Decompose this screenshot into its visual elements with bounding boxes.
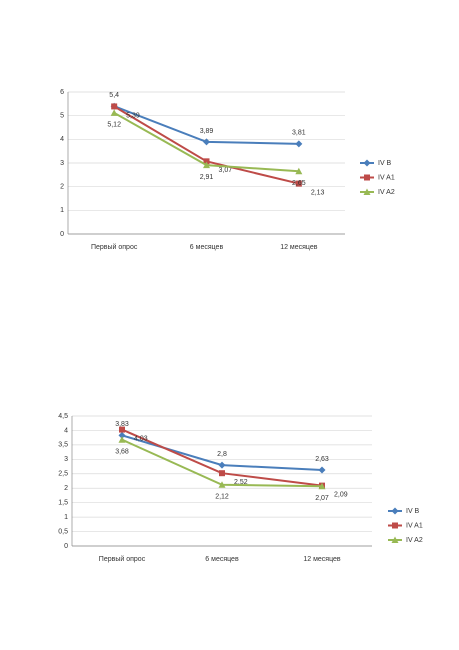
data-label: 3,83 bbox=[115, 421, 129, 428]
legend-marker bbox=[363, 159, 371, 167]
x-tick-label: 12 месяцев bbox=[303, 556, 341, 563]
y-tick-label: 1 bbox=[60, 207, 64, 214]
data-label: 2,63 bbox=[315, 456, 329, 463]
y-tick-label: 0 bbox=[64, 543, 68, 550]
point bbox=[295, 167, 303, 175]
y-tick-label: 0,5 bbox=[58, 528, 68, 535]
y-tick-label: 3,5 bbox=[58, 442, 68, 449]
y-tick-label: 0 bbox=[60, 231, 64, 238]
point bbox=[203, 161, 210, 169]
y-tick-label: 5 bbox=[60, 113, 64, 120]
data-label: 2,07 bbox=[315, 495, 329, 502]
x-tick-label: 12 месяцев bbox=[280, 244, 318, 251]
point bbox=[203, 158, 210, 165]
y-tick-label: 1,5 bbox=[58, 500, 68, 507]
x-tick-label: Первый опрос bbox=[99, 555, 146, 563]
point bbox=[110, 109, 118, 116]
y-tick-label: 2 bbox=[64, 485, 68, 492]
legend-label: IV B bbox=[406, 508, 420, 515]
y-tick-label: 2 bbox=[60, 184, 64, 191]
series-line bbox=[113, 105, 299, 145]
data-label: 4,03 bbox=[134, 435, 148, 442]
legend-marker bbox=[363, 188, 371, 195]
data-label: 2,09 bbox=[334, 491, 348, 498]
data-label: 5,12 bbox=[107, 122, 121, 129]
y-tick-label: 2,5 bbox=[58, 471, 68, 478]
data-label: 2,13 bbox=[311, 189, 325, 196]
data-label: 2,91 bbox=[200, 174, 214, 181]
y-tick-label: 4 bbox=[64, 427, 68, 434]
x-tick-label: 6 месяцев bbox=[205, 556, 239, 563]
point bbox=[295, 140, 303, 148]
legend-label: IV A2 bbox=[406, 537, 423, 544]
legend-label: IV A1 bbox=[378, 174, 395, 181]
legend-marker bbox=[391, 507, 399, 515]
data-label: 5,39 bbox=[126, 112, 140, 119]
point bbox=[218, 481, 226, 488]
point bbox=[318, 466, 326, 474]
data-label: 2,65 bbox=[292, 180, 306, 187]
legend-label: IV A2 bbox=[378, 189, 395, 196]
point bbox=[219, 470, 225, 477]
point bbox=[119, 426, 125, 433]
point bbox=[118, 431, 126, 439]
x-tick-label: Первый опрос bbox=[91, 243, 138, 251]
legend-label: IV A1 bbox=[406, 522, 423, 529]
point bbox=[218, 461, 226, 469]
legend-marker bbox=[364, 174, 370, 181]
data-label: 2,12 bbox=[215, 494, 229, 501]
data-label: 3,07 bbox=[219, 167, 233, 174]
point bbox=[318, 482, 326, 490]
data-label: 3,81 bbox=[292, 130, 306, 137]
y-tick-label: 4,5 bbox=[58, 413, 68, 420]
data-label: 2,8 bbox=[217, 451, 227, 458]
y-tick-label: 1 bbox=[64, 514, 68, 521]
data-label: 2,52 bbox=[234, 479, 248, 486]
y-tick-label: 3 bbox=[64, 456, 68, 463]
data-label: 3,68 bbox=[115, 449, 129, 456]
legend-marker bbox=[392, 522, 398, 529]
point bbox=[295, 180, 302, 187]
point bbox=[111, 103, 118, 110]
legend-label: IV B bbox=[378, 160, 392, 167]
y-tick-label: 6 bbox=[60, 89, 64, 96]
y-tick-label: 4 bbox=[60, 136, 64, 143]
data-label: 5,4 bbox=[109, 92, 119, 99]
y-tick-label: 3 bbox=[60, 160, 64, 167]
x-tick-label: 6 месяцев bbox=[190, 244, 224, 251]
legend-marker bbox=[391, 536, 399, 543]
point bbox=[203, 138, 210, 146]
point bbox=[118, 436, 126, 443]
data-label: 3,89 bbox=[200, 128, 214, 135]
